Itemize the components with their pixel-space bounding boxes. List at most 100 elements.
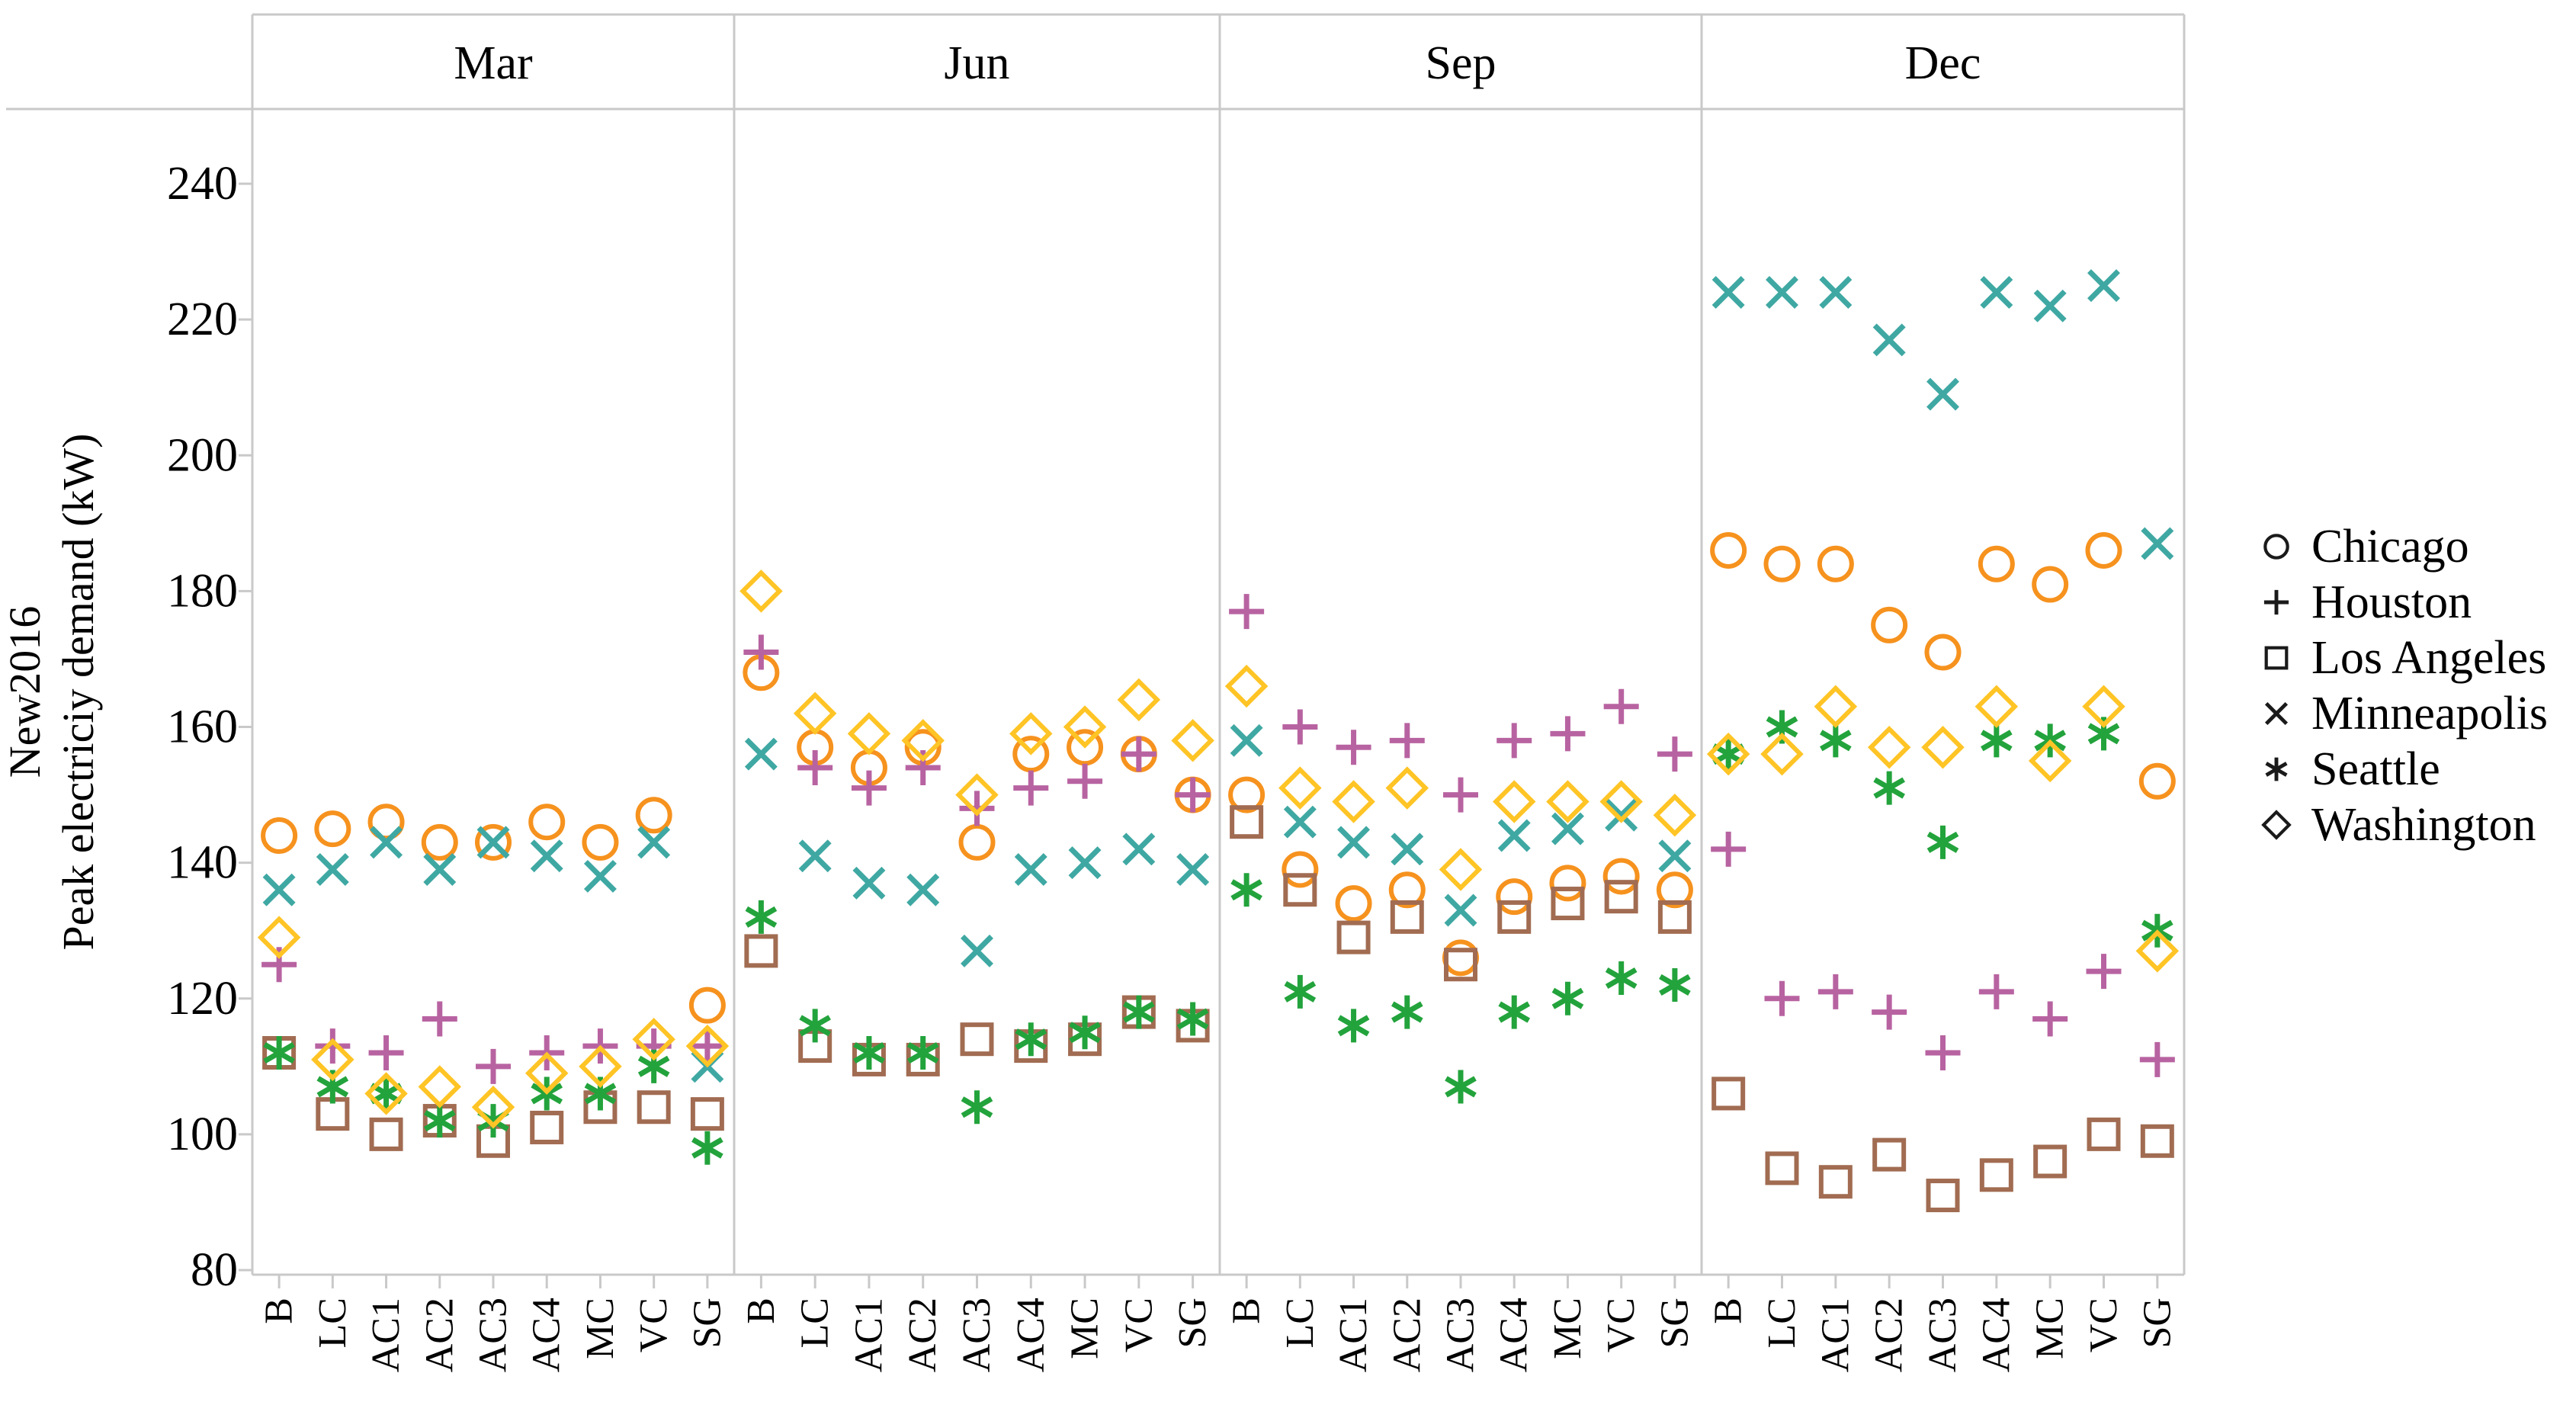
x-marker — [1872, 323, 1906, 357]
point-seattle-mar-ac3 — [477, 1104, 509, 1138]
y-tick-label: 140 — [167, 837, 238, 889]
point-washington-dec-ac2 — [1867, 725, 1911, 769]
point-washington-dec-lc — [1760, 732, 1804, 776]
y-axis-title-line1: New2016 — [0, 606, 50, 778]
plus-marker — [1497, 723, 1532, 759]
point-chicago-dec-ac2 — [1871, 606, 1908, 643]
legend-label: Minneapolis — [2311, 688, 2548, 739]
series-seattle-dec — [1712, 710, 2173, 948]
point-los-angeles-dec-ac1 — [1818, 1165, 1853, 1199]
legend-label: Washington — [2311, 799, 2536, 851]
circle-marker — [1978, 545, 2015, 582]
circle-marker — [1656, 871, 1693, 909]
point-washington-sep-ac4 — [1492, 780, 1536, 823]
point-chicago-dec-ac1 — [1817, 545, 1854, 582]
point-houston-jun-mc — [1067, 763, 1103, 799]
x-marker — [1497, 819, 1531, 852]
point-seattle-jun-ac3 — [961, 1090, 993, 1124]
point-houston-jun-ac4 — [1013, 770, 1049, 806]
point-minneapolis-jun-ac2 — [906, 873, 940, 906]
asterisk-marker — [1498, 995, 1531, 1029]
point-los-angeles-sep-lc — [1283, 873, 1317, 907]
point-minneapolis-jun-lc — [798, 839, 832, 873]
circle-marker — [367, 804, 405, 841]
diamond-marker — [471, 1086, 515, 1129]
point-washington-mar-ac1 — [364, 1072, 408, 1115]
x-tick-label-dec-sg: SG — [2135, 1298, 2179, 1348]
legend-item-seattle: Seattle — [2265, 743, 2440, 795]
point-houston-mar-lc — [315, 1028, 351, 1064]
diamond-marker — [901, 719, 945, 762]
series-los-angeles-dec — [1711, 1076, 2174, 1213]
asterisk-marker — [1123, 995, 1155, 1029]
point-washington-jun-ac4 — [1009, 712, 1053, 756]
circle-marker — [958, 823, 996, 861]
point-chicago-mar-ac4 — [528, 804, 566, 841]
circle-marker — [1871, 606, 1908, 643]
y-tick-label: 100 — [167, 1108, 238, 1160]
x-tick-label-sep-sg: SG — [1653, 1298, 1696, 1348]
asterisk-marker — [1659, 967, 1691, 1002]
point-houston-mar-ac3 — [476, 1048, 511, 1084]
plus-marker — [1817, 974, 1853, 1009]
square-marker — [369, 1117, 403, 1151]
asterisk-marker — [1337, 1009, 1370, 1043]
point-seattle-jun-mc — [1069, 1015, 1101, 1050]
point-los-angeles-sep-ac2 — [1390, 900, 1424, 934]
point-seattle-sep-sg — [1659, 967, 1691, 1002]
point-houston-jun-b — [743, 634, 779, 670]
plus-marker — [1282, 709, 1318, 745]
circle-marker — [528, 804, 566, 841]
diamond-marker — [1867, 725, 1911, 769]
point-houston-dec-b — [1711, 831, 1747, 867]
point-chicago-dec-b — [1710, 531, 1747, 569]
point-minneapolis-jun-sg — [1176, 853, 1210, 887]
x-tick-label-mar-lc: LC — [311, 1298, 354, 1348]
point-washington-sep-mc — [1546, 780, 1590, 823]
point-los-angeles-mar-sg — [690, 1097, 724, 1131]
point-minneapolis-dec-vc — [2087, 269, 2120, 303]
point-chicago-mar-sg — [688, 987, 726, 1024]
plus-marker — [2032, 1001, 2068, 1037]
x-tick-label-jun-ac2: AC2 — [901, 1298, 945, 1372]
circle-marker — [2138, 762, 2176, 800]
asterisk-marker — [745, 900, 778, 934]
series-washington-mar — [257, 916, 730, 1129]
point-washington-jun-mc — [1063, 705, 1107, 749]
point-los-angeles-dec-lc — [1765, 1151, 1799, 1185]
square-marker — [1818, 1165, 1853, 1199]
diamond-marker — [1760, 732, 1804, 776]
point-chicago-mar-lc — [314, 810, 351, 848]
series-seattle-jun — [745, 900, 1209, 1124]
point-washington-dec-mc — [2028, 739, 2072, 783]
point-seattle-sep-ac2 — [1391, 995, 1423, 1029]
plus-marker — [743, 634, 779, 670]
point-minneapolis-sep-vc — [1605, 798, 1638, 832]
square-legend-icon — [2264, 646, 2289, 670]
asterisk-marker — [1176, 1002, 1209, 1036]
series-washington-jun — [739, 569, 1214, 816]
point-washington-mar-lc — [311, 1038, 354, 1082]
asterisk-marker — [1069, 1015, 1101, 1050]
point-washington-mar-ac4 — [525, 1051, 569, 1095]
circle-marker — [421, 823, 458, 861]
point-los-angeles-dec-sg — [2140, 1124, 2174, 1158]
diamond-marker — [1439, 848, 1483, 891]
asterisk-marker — [1445, 1070, 1477, 1104]
point-houston-sep-lc — [1282, 709, 1318, 745]
circle-legend-icon — [2263, 534, 2289, 560]
plus-marker — [1175, 777, 1211, 813]
square-marker — [1444, 948, 1477, 982]
point-houston-dec-ac1 — [1817, 974, 1853, 1009]
diamond-marker — [525, 1051, 569, 1095]
point-washington-dec-vc — [2082, 685, 2125, 729]
x-marker — [906, 873, 940, 906]
facet-header-sep: Sep — [1426, 37, 1497, 89]
x-marker — [1711, 276, 1745, 309]
diamond-marker — [2135, 929, 2180, 973]
facet-header-mar: Mar — [454, 37, 533, 89]
point-seattle-jun-ac1 — [853, 1036, 885, 1070]
series-minneapolis-dec — [1711, 269, 2174, 560]
point-seattle-sep-ac4 — [1498, 995, 1531, 1029]
